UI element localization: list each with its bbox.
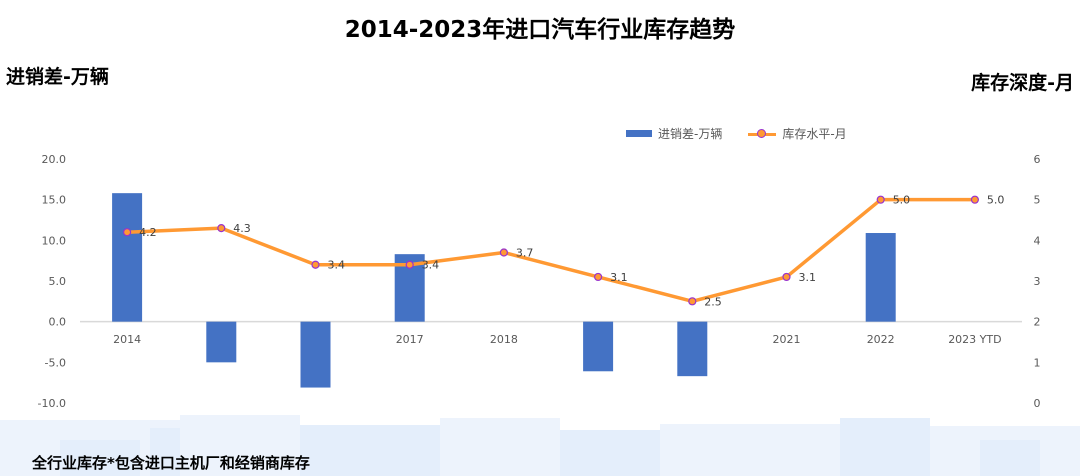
- left-tick-label: 10.0: [42, 234, 67, 247]
- x-tick-label: 2017: [396, 333, 424, 346]
- legend: 进销差-万辆 库存水平-月: [626, 125, 847, 142]
- background-block: [180, 415, 300, 476]
- legend-bar-swatch: [626, 130, 652, 137]
- chart-title: 2014-2023年进口汽车行业库存趋势: [344, 17, 736, 43]
- bar-2016: [300, 321, 331, 388]
- x-tick-label: 2022: [867, 333, 895, 346]
- bar-2015: [206, 321, 237, 363]
- line-point-2015: [217, 224, 226, 233]
- background-block: [60, 440, 140, 476]
- bar-2014: [112, 193, 143, 322]
- data-label: 5.0: [893, 194, 911, 207]
- background-block: [840, 418, 930, 476]
- right-tick-label: 5: [1034, 194, 1041, 207]
- x-tick-label: 2023 YTD: [948, 333, 1001, 346]
- right-tick-label: 0: [1034, 397, 1041, 410]
- legend-line-swatch: [748, 128, 777, 140]
- line-point-2016: [311, 260, 320, 269]
- line-series: [127, 197, 975, 304]
- x-tick-label: 2021: [773, 333, 801, 346]
- line-point-2021: [782, 272, 791, 282]
- background-block: [480, 440, 540, 476]
- footnote: 全行业库存*包含进口主机厂和经销商库存: [32, 454, 310, 472]
- right-axis-title: 库存深度-月: [971, 72, 1074, 94]
- data-label: 5.0: [987, 194, 1005, 207]
- line-point-2014: [122, 228, 132, 237]
- legend-line-label: 库存水平-月: [782, 127, 847, 141]
- left-tick-label: -5.0: [45, 356, 66, 369]
- bar-2020: [677, 321, 708, 377]
- bar-2019: [583, 321, 614, 372]
- x-tick-label: 2014: [113, 333, 141, 346]
- line-point-2017: [405, 260, 414, 269]
- left-tick-label: 15.0: [42, 194, 67, 207]
- left-axis-title: 进销差-万辆: [6, 66, 109, 88]
- data-label: 3.4: [422, 259, 440, 272]
- legend-bar-label: 进销差-万辆: [658, 127, 723, 141]
- left-tick-label: 5.0: [49, 275, 67, 288]
- left-tick-label: 20.0: [42, 153, 67, 166]
- right-tick-label: 4: [1034, 234, 1041, 247]
- line-point-2019: [593, 272, 603, 282]
- data-label: 4.3: [233, 222, 251, 235]
- data-label: 4.2: [139, 226, 157, 239]
- right-tick-label: 1: [1034, 356, 1041, 369]
- data-label: 2.5: [704, 295, 722, 308]
- data-label: 3.7: [516, 247, 534, 260]
- background-block: [660, 424, 840, 476]
- left-tick-label: 0.0: [49, 316, 67, 329]
- background-block: [300, 425, 440, 476]
- bar-2022: [865, 233, 896, 322]
- background-block: [980, 440, 1040, 476]
- right-tick-label: 2: [1034, 316, 1041, 329]
- data-label: 3.4: [328, 259, 346, 272]
- right-tick-label: 3: [1034, 275, 1041, 288]
- data-label: 3.1: [610, 271, 628, 284]
- line-point-2022: [876, 195, 885, 204]
- x-tick-label: 2018: [490, 333, 518, 346]
- right-tick-label: 6: [1034, 153, 1041, 166]
- data-label: 3.1: [799, 271, 817, 284]
- left-tick-label: -10.0: [38, 397, 66, 410]
- line-point-2020: [688, 297, 697, 306]
- line-point-2018: [499, 248, 508, 257]
- background-block: [560, 430, 660, 476]
- line-point-2023 YTD: [970, 195, 980, 204]
